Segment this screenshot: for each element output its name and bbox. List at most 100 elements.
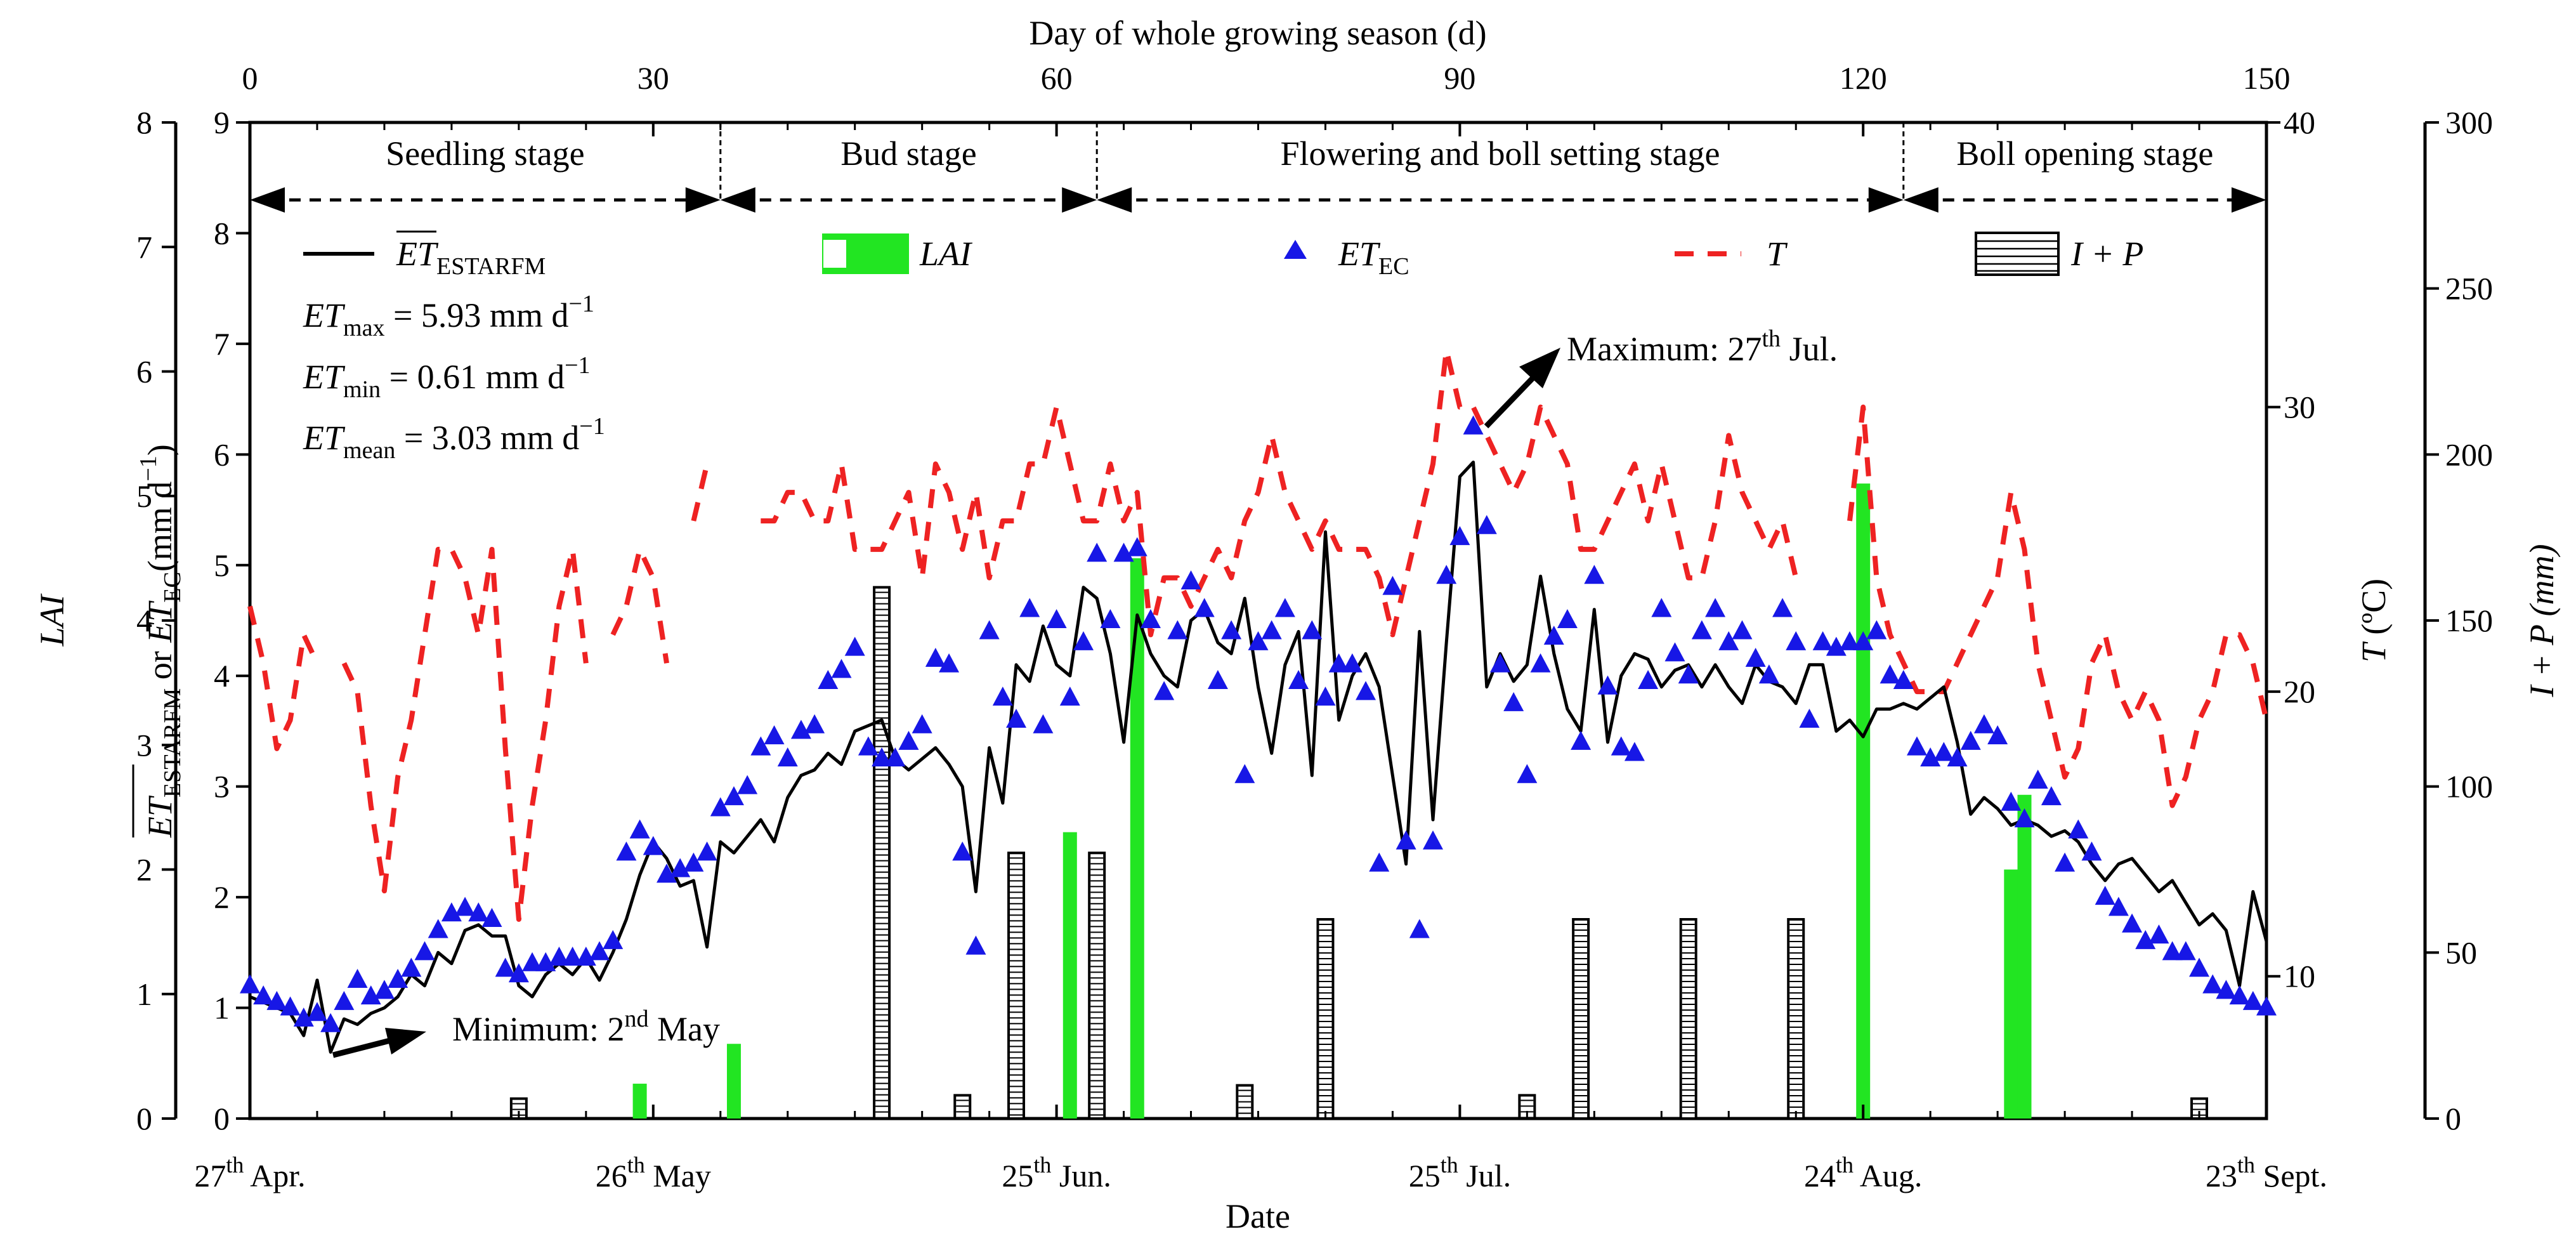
et-axis-tick-label: 1 xyxy=(214,990,230,1026)
minimum-label-text: Minimum: 2 xyxy=(452,1010,625,1048)
et-ec-point xyxy=(1557,609,1578,628)
top-axis-tick-label: 0 xyxy=(242,60,258,96)
et-axis-title-et2: ET xyxy=(141,600,179,643)
ip-bar-hatch xyxy=(1238,1089,1252,1114)
x-tick-sup: th xyxy=(2237,1152,2255,1178)
et-axis-tick-label: 7 xyxy=(214,326,230,362)
et-ec-point xyxy=(2216,980,2237,999)
et-ec-point xyxy=(1489,653,1510,673)
et-ec-point xyxy=(1906,736,1927,756)
et-ec-point xyxy=(1328,653,1349,673)
maximum-arrow-shaft xyxy=(1484,372,1539,429)
legend-label-lai: LAI xyxy=(919,235,973,273)
et-ec-point xyxy=(2041,786,2062,806)
minimum-label-sup: nd xyxy=(625,1006,649,1032)
et-ec-point xyxy=(253,985,274,1005)
lai-axis-tick-label: 0 xyxy=(136,1101,152,1136)
x-tick-month: Aug. xyxy=(1854,1158,1922,1193)
stat-et-max-text: = 5.93 mm d xyxy=(384,296,568,334)
stat-et-max-main: ET xyxy=(303,296,346,334)
lai-bar xyxy=(1062,832,1077,1119)
x-axis-tick-label: 24th Aug. xyxy=(1804,1152,1922,1193)
x-axis-tick-label: 27th Apr. xyxy=(194,1152,305,1193)
et-axis-tick-label: 0 xyxy=(214,1101,230,1136)
temperature-line xyxy=(610,546,669,664)
x-tick-sup: th xyxy=(627,1152,645,1178)
et-ec-point xyxy=(1691,620,1712,640)
et-ec-point xyxy=(603,929,624,949)
et-ec-point xyxy=(804,714,825,733)
et-ec-point xyxy=(428,919,448,938)
et-ec-point xyxy=(764,725,785,745)
stat-et-mean: ETmean = 3.03 mm d−1 xyxy=(303,413,605,464)
temperature-axis-title: T (ºC) xyxy=(2355,579,2393,662)
lai-axis-tick-label: 3 xyxy=(136,727,152,763)
x-axis-tick-label: 25th Jun. xyxy=(1002,1152,1111,1193)
et-ec-point xyxy=(1140,609,1161,628)
stage-arrow-head-right xyxy=(685,187,721,213)
legend-label-t: T xyxy=(1767,235,1788,273)
et-ec-point xyxy=(1369,852,1390,872)
et-ec-series xyxy=(240,415,2277,1032)
et-ec-point xyxy=(1449,526,1470,546)
lai-axis-tick-label: 5 xyxy=(136,478,152,514)
et-ec-point xyxy=(643,836,664,855)
et-ec-point xyxy=(1409,919,1430,938)
x-tick-sup: th xyxy=(1033,1152,1051,1178)
t-axis-tick-label: 20 xyxy=(2284,674,2315,709)
et-axis-tick-label: 3 xyxy=(214,769,230,804)
et-ec-point xyxy=(1880,664,1900,684)
et-ec-point xyxy=(1611,736,1631,756)
temperature-line xyxy=(761,347,1799,638)
temperature-line xyxy=(247,605,320,751)
stat-et-mean-sup: −1 xyxy=(579,413,605,440)
maximum-label-text: Maximum: 27 xyxy=(1567,330,1762,368)
lai-axis-tick-label: 4 xyxy=(136,603,152,638)
lai-bar xyxy=(1856,483,1871,1119)
et-ec-point xyxy=(293,1008,314,1027)
maximum-label-sup: th xyxy=(1762,325,1781,352)
et-ec-point xyxy=(347,968,368,988)
et-axis-tick-label: 2 xyxy=(214,879,230,915)
et-ec-point xyxy=(1154,681,1175,700)
top-axis-tick-label: 120 xyxy=(1840,60,1887,96)
et-ec-point xyxy=(965,935,986,955)
et-ec-point xyxy=(656,863,677,883)
x-axis-title: Date xyxy=(1226,1197,1290,1235)
ip-bar xyxy=(873,586,891,1120)
et-ec-point xyxy=(522,952,543,971)
legend-label-et-ec: ETEC xyxy=(1338,235,1409,280)
et-ec-point xyxy=(1180,570,1201,589)
et-ec-point xyxy=(925,648,946,667)
et-ec-point xyxy=(1517,764,1538,784)
et-ec-point xyxy=(1584,565,1605,584)
et-ec-point xyxy=(1019,598,1040,617)
et-ec-point xyxy=(1920,747,1941,767)
x-tick-month: May xyxy=(645,1158,711,1193)
et-ec-point xyxy=(1638,669,1659,689)
x-axis-tick-label: 25th Jul. xyxy=(1409,1152,1511,1193)
et-ec-point xyxy=(388,968,409,988)
maximum-arrow-head xyxy=(1519,348,1560,388)
x-tick-day: 24 xyxy=(1804,1158,1836,1193)
et-ec-point xyxy=(535,952,556,971)
growth-stage-band: Seedling stage Bud stage Flowering and bol… xyxy=(250,122,2266,213)
et-axis-title-et1: ET xyxy=(141,795,179,838)
et-ec-point xyxy=(1705,598,1726,617)
et-ec-point xyxy=(1167,620,1188,640)
ip-bar-hatch xyxy=(1682,924,1695,1113)
lai-bar xyxy=(1130,558,1144,1119)
legend-et-ec-main: ET xyxy=(1338,235,1381,273)
et-ec-point xyxy=(723,786,744,806)
stage-arrow-head-right xyxy=(2232,187,2266,213)
legend: ETESTARFM LAI ETEC T I + P xyxy=(303,230,2143,280)
x-axis-tick-label: 26th May xyxy=(596,1152,711,1193)
et-ec-point xyxy=(1356,681,1376,700)
stat-et-min-sup: −1 xyxy=(565,352,590,379)
ip-bar xyxy=(1679,918,1697,1120)
stat-et-min-text: = 0.61 mm d xyxy=(381,358,565,396)
et-ec-point xyxy=(1302,620,1323,640)
et-ec-point xyxy=(1423,830,1444,850)
stat-et-min-main: ET xyxy=(303,358,346,396)
stage-label: Bud stage xyxy=(840,135,976,173)
